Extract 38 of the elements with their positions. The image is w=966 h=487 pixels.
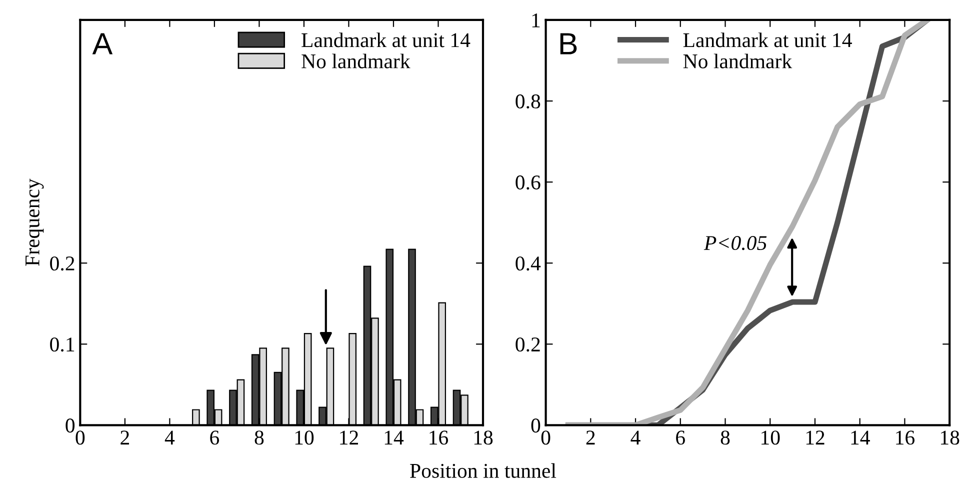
- y-tick-label: 0: [531, 418, 540, 433]
- y-tick-label: 0.8: [516, 94, 540, 109]
- annotation: P<0.05: [704, 236, 767, 250]
- x-tick-label: 12: [340, 430, 358, 444]
- x-tick-label: 18: [940, 430, 960, 445]
- legend-label: No landmark: [302, 54, 410, 68]
- x-tick-label: 18: [474, 430, 493, 445]
- x-tick-label: 6: [210, 430, 220, 445]
- y-tick-label: 0.1: [50, 337, 74, 352]
- x-tick-label: 8: [254, 430, 264, 445]
- y-tick-label: 0.6: [516, 175, 540, 190]
- x-tick-label: 4: [164, 430, 175, 444]
- x-tick-label: 14: [384, 430, 404, 444]
- x-axis-title: Position in tunnel: [410, 463, 556, 478]
- y-tick-label: 0.2: [516, 337, 540, 352]
- y-tick-label: 0.4: [516, 256, 541, 271]
- x-tick-label: 12: [806, 430, 824, 444]
- x-tick-label: 10: [762, 430, 780, 445]
- legend-label: No landmark: [683, 54, 792, 68]
- x-tick-label: 6: [676, 430, 685, 445]
- x-tick-label: 2: [586, 430, 595, 444]
- x-tick-label: 2: [120, 430, 129, 444]
- x-tick-label: 14: [851, 430, 870, 444]
- chart-title: A: [92, 33, 113, 54]
- x-tick-label: 0: [541, 430, 550, 445]
- y-axis-title: Frequency: [26, 178, 44, 266]
- x-tick-label: 16: [896, 430, 915, 445]
- legend-label: Landmark at unit 14: [683, 32, 852, 48]
- chart-title: B: [560, 33, 577, 54]
- x-tick-label: 8: [720, 430, 730, 445]
- x-tick-label: 16: [430, 430, 448, 445]
- x-tick-label: 0: [76, 430, 85, 445]
- legend-label: Landmark at unit 14: [302, 32, 470, 48]
- x-tick-label: 10: [295, 430, 314, 445]
- y-tick-label: 0.2: [50, 256, 74, 271]
- y-tick-label: 0: [66, 418, 75, 433]
- x-tick-label: 4: [630, 430, 640, 444]
- y-tick-label: 1: [532, 13, 540, 28]
